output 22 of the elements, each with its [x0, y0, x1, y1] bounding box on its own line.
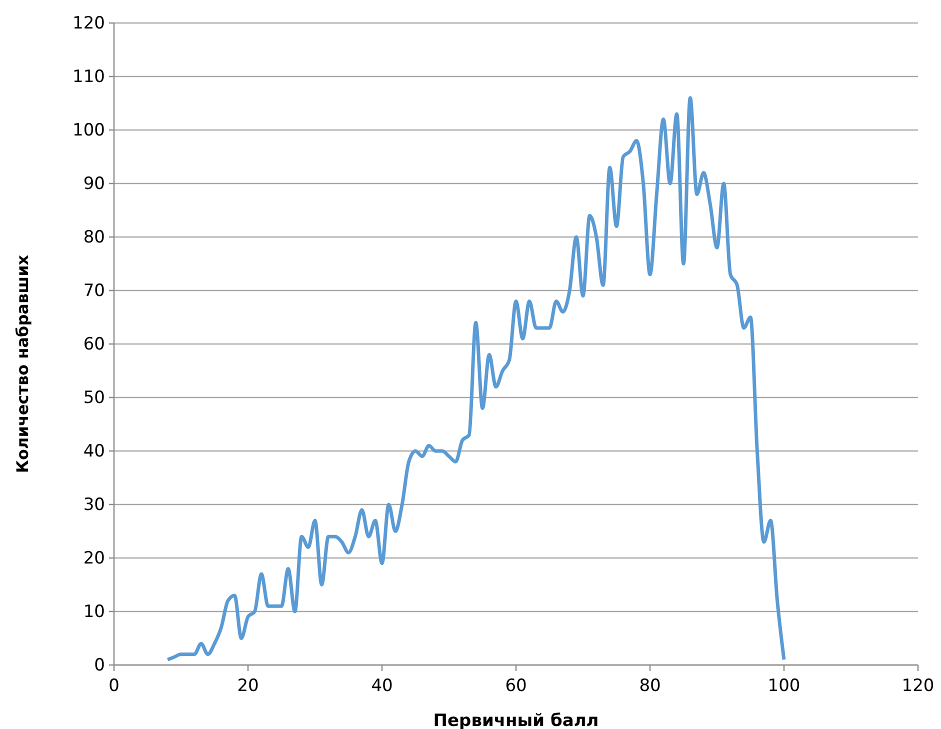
y-tick-label: 60 [83, 334, 105, 354]
x-tick-label: 100 [768, 676, 800, 696]
y-tick-label: 120 [72, 13, 105, 34]
y-tick-label: 0 [94, 655, 105, 676]
x-tick-label: 120 [902, 676, 934, 696]
y-tick-label: 110 [72, 66, 105, 87]
y-tick-label: 10 [83, 602, 105, 622]
y-tick-label: 70 [83, 280, 105, 301]
y-axis-title: Количество набравших [13, 254, 32, 474]
line-series [166, 96, 786, 662]
y-tick-label: 50 [83, 388, 105, 408]
x-tick-label: 60 [505, 676, 527, 696]
x-tick-label: 80 [639, 676, 661, 696]
y-tick-label: 90 [83, 174, 105, 194]
x-tick-label: 40 [371, 676, 393, 696]
y-tick-label: 80 [83, 227, 105, 248]
y-tick-label: 30 [83, 494, 105, 515]
y-tick-label: 100 [72, 120, 105, 140]
y-tick-label: 40 [83, 441, 105, 462]
y-tick-label: 20 [83, 548, 105, 568]
x-tick-label: 0 [108, 676, 120, 696]
x-tick-label: 20 [237, 676, 259, 696]
